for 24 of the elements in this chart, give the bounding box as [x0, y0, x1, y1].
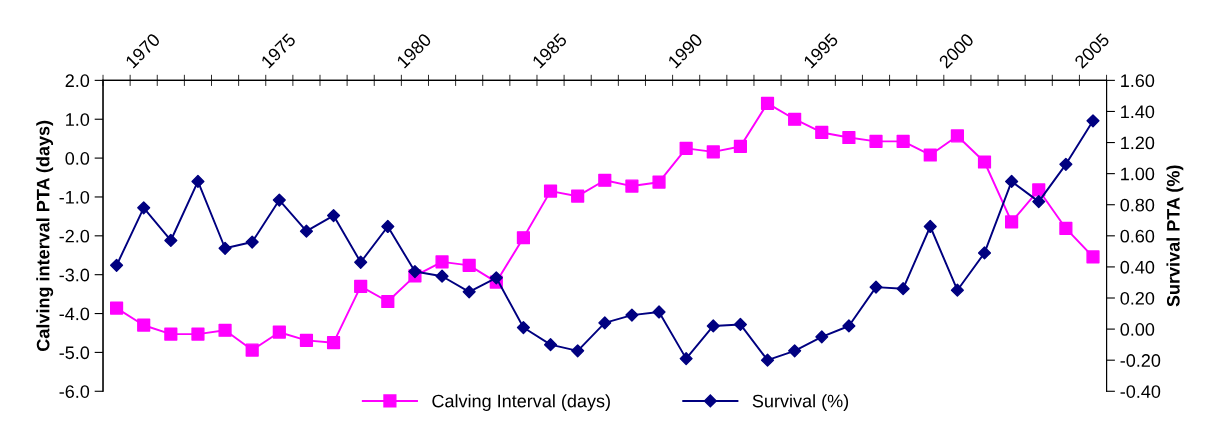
y2-tick-label: -0.20	[1120, 354, 1161, 367]
legend-label: Survival (%)	[752, 394, 849, 411]
y-tick-label: 2.0	[65, 74, 90, 88]
y-axis-title: Calving interval PTA (days)	[36, 120, 54, 351]
legend-label: Calving Interval (days)	[432, 394, 610, 411]
y2-tick-label: 0.80	[1120, 198, 1155, 212]
y2-tick-label: 0.60	[1120, 229, 1155, 243]
y-tick-label: -5.0	[59, 346, 90, 360]
y-tick-label: -2.0	[59, 229, 90, 243]
y2-tick-label: 0.20	[1120, 291, 1155, 305]
y2-tick-label: -0.40	[1120, 385, 1161, 398]
y2-tick-label: 1.60	[1121, 74, 1155, 88]
y2-tick-label: 1.20	[1121, 136, 1155, 150]
y-tick-label: -3.0	[59, 268, 90, 282]
y-tick-label: 1.0	[66, 113, 90, 126]
y2-axis-title: Survival PTA (%)	[1166, 165, 1184, 307]
y-tick-label: -1.0	[59, 190, 90, 204]
y-tick-label: -4.0	[59, 307, 90, 321]
y2-tick-label: 0.40	[1120, 260, 1155, 274]
y2-tick-label: 1.00	[1121, 167, 1155, 181]
y2-tick-label: 0.00	[1120, 323, 1155, 336]
y-tick-label: 0.0	[65, 152, 90, 165]
y2-tick-label: 1.40	[1121, 105, 1155, 119]
y-tick-label: -6.0	[59, 385, 90, 398]
